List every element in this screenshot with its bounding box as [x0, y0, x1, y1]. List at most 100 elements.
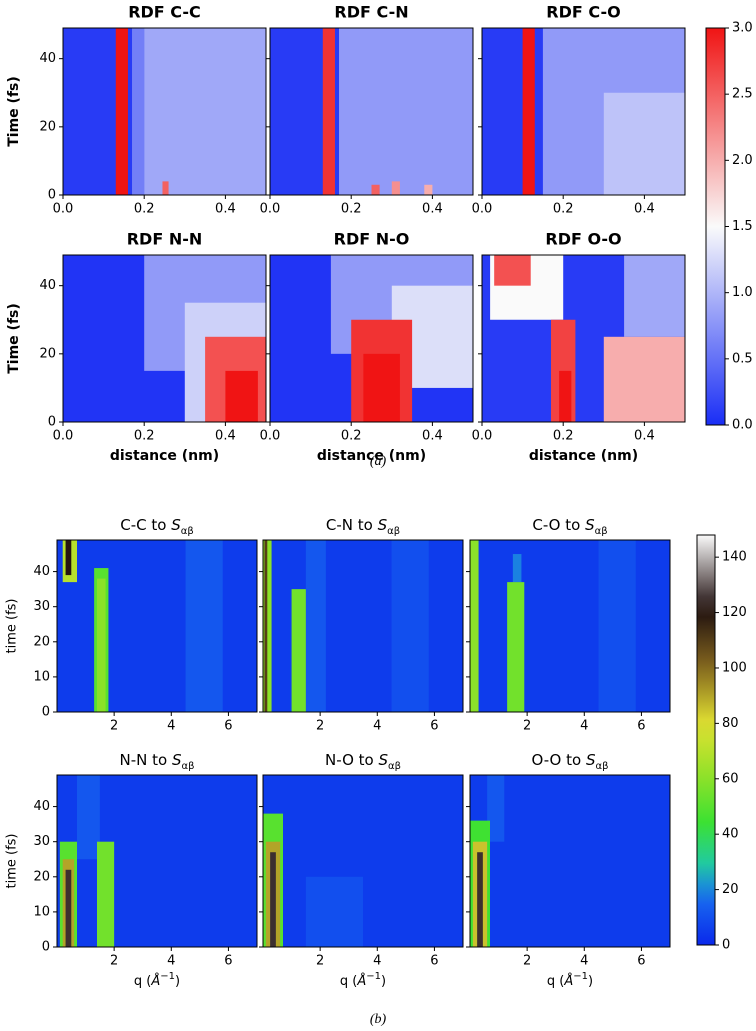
x-tick-label: 6	[224, 954, 232, 969]
panel-title: N-N to Sαβ	[120, 751, 195, 772]
heat-cell	[162, 181, 169, 195]
text-part: S	[585, 516, 595, 534]
x-tick-label: 6	[224, 719, 232, 734]
x-tick-label: 0.4	[422, 429, 443, 444]
text-part: S	[378, 751, 388, 769]
heat-cell	[507, 582, 525, 712]
y-tick-label: 40	[39, 278, 56, 293]
heat-cell	[305, 540, 326, 712]
x-tick-label: 4	[373, 719, 381, 734]
y-tick-label: 40	[39, 51, 56, 66]
x-tick-label: 0.2	[341, 429, 362, 444]
colorbar-tick-label: 140	[722, 550, 747, 565]
heat-cell	[185, 540, 223, 712]
x-tick-label: 0.2	[553, 202, 574, 217]
colorbar-tick-label: 100	[722, 660, 747, 675]
panel-frame	[262, 774, 464, 948]
text-part: −1	[366, 971, 381, 982]
colorbar-tick-label: 3.0	[732, 21, 753, 36]
panel-frame	[56, 539, 258, 713]
y-tick-label: 30	[33, 599, 50, 614]
panel-frame	[269, 254, 474, 423]
x-axis-label: distance (nm)	[110, 448, 219, 464]
text-part: αβ	[388, 761, 401, 772]
heat-cell	[132, 28, 145, 195]
colorbar-tick-label: 120	[722, 605, 747, 620]
heat-cell	[424, 184, 433, 195]
y-tick-label: 0	[48, 188, 56, 203]
y-tick-label: 20	[39, 346, 56, 361]
y-tick-label: 40	[33, 564, 50, 579]
text-part: αβ	[596, 761, 609, 772]
y-tick-label: 10	[33, 904, 50, 919]
text-part: q (	[134, 974, 151, 989]
text-part: Å	[563, 973, 573, 989]
y-tick-label: 20	[39, 119, 56, 134]
panel	[262, 774, 464, 948]
text-part: q (	[547, 974, 564, 989]
text-part: Å	[150, 973, 160, 989]
heat-cell	[512, 554, 522, 583]
y-tick-label: 20	[33, 869, 50, 884]
heat-cell	[470, 540, 479, 712]
heat-cell	[371, 184, 380, 195]
x-tick-label: 4	[373, 954, 381, 969]
x-axis-label: q (Å−1)	[134, 971, 180, 989]
text-part: N-O to	[325, 751, 378, 769]
heat-cell	[97, 841, 115, 947]
colorbar-tick-label: 1.5	[732, 219, 753, 234]
x-tick-label: 0.0	[472, 202, 493, 217]
heat-cell	[470, 540, 670, 712]
y-tick-label: 40	[33, 799, 50, 814]
figure-caption: (b)	[370, 1012, 387, 1027]
heat-cell	[65, 540, 72, 576]
heat-cell	[65, 869, 72, 947]
x-tick-label: 0.0	[53, 429, 74, 444]
panel-title: C-O to Sαβ	[532, 516, 607, 537]
panel-frame	[469, 539, 671, 713]
text-part: S	[586, 751, 596, 769]
y-tick-label: 0	[42, 705, 50, 720]
colorbar-tick-label: 60	[722, 771, 739, 786]
panel	[56, 774, 258, 948]
colorbar-tick-label: 0.5	[732, 351, 753, 366]
text-part: S	[172, 751, 182, 769]
colorbar	[696, 534, 716, 946]
panel	[469, 539, 671, 713]
x-tick-label: 6	[637, 954, 645, 969]
heat-cell	[270, 852, 276, 947]
text-part: αβ	[182, 761, 195, 772]
panel-frame	[62, 254, 267, 423]
panel	[269, 27, 474, 196]
text-part: αβ	[387, 526, 400, 537]
colorbar-tick-label: 20	[722, 882, 739, 897]
text-part: S	[171, 516, 181, 534]
x-tick-label: 0.0	[260, 202, 281, 217]
x-tick-label: 0.0	[472, 429, 493, 444]
x-tick-label: 2	[523, 954, 531, 969]
text-part: )	[381, 974, 386, 989]
heat-cell	[57, 540, 257, 712]
x-tick-label: 0.4	[215, 429, 236, 444]
x-axis-label: q (Å−1)	[547, 971, 593, 989]
x-tick-label: 4	[167, 954, 175, 969]
text-part: S	[378, 516, 388, 534]
x-tick-label: 2	[523, 719, 531, 734]
text-part: O-O to	[532, 751, 586, 769]
y-tick-label: 20	[33, 634, 50, 649]
y-axis-label: Time (fs)	[6, 303, 22, 374]
heat-cell	[598, 540, 636, 712]
panel-title: RDF C-C	[128, 3, 201, 22]
colorbar-tick-label: 80	[722, 716, 739, 731]
x-tick-label: 4	[580, 954, 588, 969]
panel-title: N-O to Sαβ	[325, 751, 401, 772]
panel-title: C-N to Sαβ	[326, 516, 400, 537]
y-axis-label: time (fs)	[5, 834, 20, 889]
y-axis-label: Time (fs)	[6, 76, 22, 147]
text-part: αβ	[181, 526, 194, 537]
panel-title: RDF C-O	[546, 3, 620, 22]
text-part: C-O to	[532, 516, 585, 534]
x-axis-label: distance (nm)	[529, 448, 638, 464]
